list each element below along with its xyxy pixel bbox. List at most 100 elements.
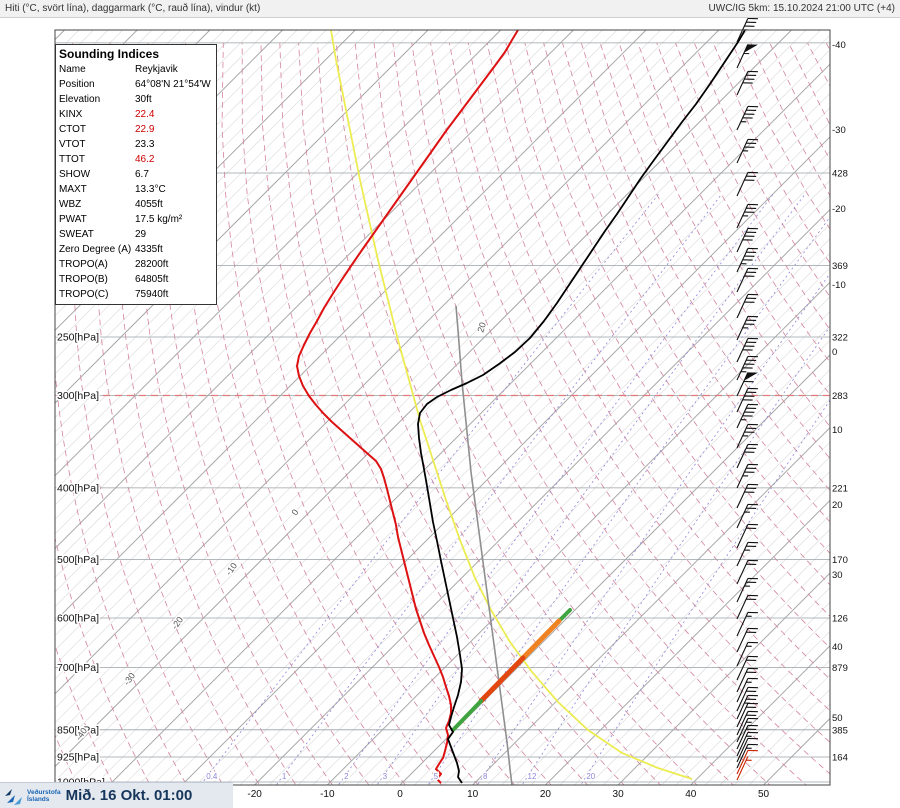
wind-barb (736, 731, 758, 757)
index-value: 29 (135, 229, 147, 240)
index-row: CTOT 22.9 (59, 122, 213, 137)
wind-barb (736, 641, 758, 667)
index-label: SHOW (59, 169, 91, 180)
wind-barb (736, 611, 758, 637)
valid-time-label: Mið. 16 Okt. 01:00 (65, 787, 193, 804)
index-label: SWEAT (59, 229, 94, 240)
bottom-temp-label: 20 (540, 789, 552, 800)
index-row: Elevation 30ft (59, 92, 213, 107)
wind-barb (736, 717, 758, 743)
wind-barb (736, 749, 758, 775)
index-row: WBZ 4055ft (59, 197, 213, 212)
wind-barb (736, 503, 758, 529)
index-row: VTOT 23.3 (59, 137, 213, 152)
adiabat-label: -20 (169, 615, 185, 631)
wind-barb (736, 627, 758, 653)
height-axis-label: 879 (832, 663, 848, 674)
wind-barb (736, 138, 758, 164)
header-bar: Hiti (°C, svört lína), daggarmark (°C, r… (0, 0, 900, 18)
right-temp-label: 20 (832, 500, 843, 511)
wind-barb (736, 171, 758, 197)
model-run-text: UWC/IG 5km: 15.10.2024 21:00 UTC (+4) (708, 3, 895, 14)
wind-barb (736, 227, 758, 253)
index-row: KINX 22.4 (59, 107, 213, 122)
pressure-axis-label: 300[hPa] (57, 390, 99, 402)
highlight-segment (478, 655, 526, 704)
wind-barb (736, 594, 758, 620)
index-label: KINX (59, 109, 83, 120)
wind-barb (736, 702, 758, 728)
index-label: CTOT (59, 124, 87, 135)
pressure-axis-label: 400[hPa] (57, 482, 99, 494)
right-temp-label: 10 (832, 425, 843, 436)
mixing-ratio-label: 12 (528, 772, 537, 781)
wind-barb (736, 337, 758, 363)
index-value: 22.4 (135, 109, 155, 120)
right-temp-label: -20 (832, 204, 846, 215)
index-value: 6.7 (135, 169, 149, 180)
index-value: 28200ft (135, 259, 169, 270)
vedurstofa-logo-icon (5, 788, 22, 805)
adiabat-label: -10 (223, 561, 239, 577)
index-value: 13.3°C (135, 184, 166, 195)
index-value: 17.5 kg/m² (135, 214, 183, 225)
pressure-axis-label: 700[hPa] (57, 662, 99, 674)
index-value: 64805ft (135, 274, 169, 285)
mixing-ratio-label: 3 (383, 772, 388, 781)
bottom-temp-label: -20 (247, 789, 262, 800)
height-axis-label: 428 (832, 169, 848, 180)
mixing-ratio-label: 0.4 (206, 772, 218, 781)
bottom-temp-label: 10 (467, 789, 479, 800)
index-value: 46.2 (135, 154, 155, 165)
wind-barb (736, 743, 758, 769)
wind-barb (736, 247, 758, 273)
indices-title: Sounding Indices (59, 47, 160, 61)
index-row: SHOW 6.7 (59, 167, 213, 182)
pressure-axis-label: 250[hPa] (57, 332, 99, 344)
yellow-reference-curve (330, 30, 693, 780)
height-axis-label: 126 (832, 614, 848, 625)
index-label: Elevation (59, 94, 101, 105)
bottom-temp-label: 50 (758, 789, 770, 800)
wind-barb (736, 44, 758, 69)
right-temp-label: 0 (832, 347, 837, 358)
legend-text: Hiti (°C, svört lína), daggarmark (°C, r… (5, 3, 261, 14)
index-row: TROPO(A) 28200ft (59, 257, 213, 272)
index-row: PWAT 17.5 kg/m² (59, 212, 213, 227)
mixing-ratio-label: 2 (344, 772, 349, 781)
bottom-temp-label: 30 (613, 789, 625, 800)
adiabat-label: -30 (121, 671, 137, 687)
logo-line2: Íslands (27, 795, 50, 803)
index-row: SWEAT 29 (59, 227, 213, 242)
pressure-axis-label: 850[hPa] (57, 724, 99, 736)
bottom-temp-label: 40 (685, 789, 697, 800)
index-label: MAXT (59, 184, 87, 195)
indices-rows: Name Reykjavik Position 64°08'N 21°54'W Elev… (59, 62, 213, 302)
index-value: 30ft (135, 94, 152, 105)
mixing-ratio-label: 20 (586, 772, 595, 781)
adiabat-label: 20 (475, 321, 488, 334)
wind-barb (736, 677, 758, 703)
index-label: TROPO(C) (59, 289, 109, 300)
wind-barb (736, 315, 758, 341)
index-label: VTOT (59, 139, 86, 150)
temperature-curve (417, 30, 746, 784)
index-label: Position (59, 79, 95, 90)
logo-line1: Veðurstofa (27, 788, 61, 796)
right-temp-label: 30 (832, 570, 843, 581)
wind-barb (736, 105, 758, 131)
wind-barb (736, 756, 752, 781)
height-axis-label: 283 (832, 391, 848, 402)
index-label: PWAT (59, 214, 87, 225)
pressure-axis-label: 600[hPa] (57, 613, 99, 625)
bottom-temp-label: 0 (397, 789, 403, 800)
pressure-axis-label: 500[hPa] (57, 554, 99, 566)
wind-barb (736, 443, 758, 469)
logo-text: Veðurstofa Íslands (27, 789, 61, 803)
height-axis-label: 322 (832, 333, 848, 344)
height-axis-label: 369 (832, 261, 848, 272)
right-temp-label: -40 (832, 40, 846, 51)
wind-barb (736, 559, 758, 585)
highlight-segment (451, 699, 483, 732)
index-value: 23.3 (135, 139, 155, 150)
